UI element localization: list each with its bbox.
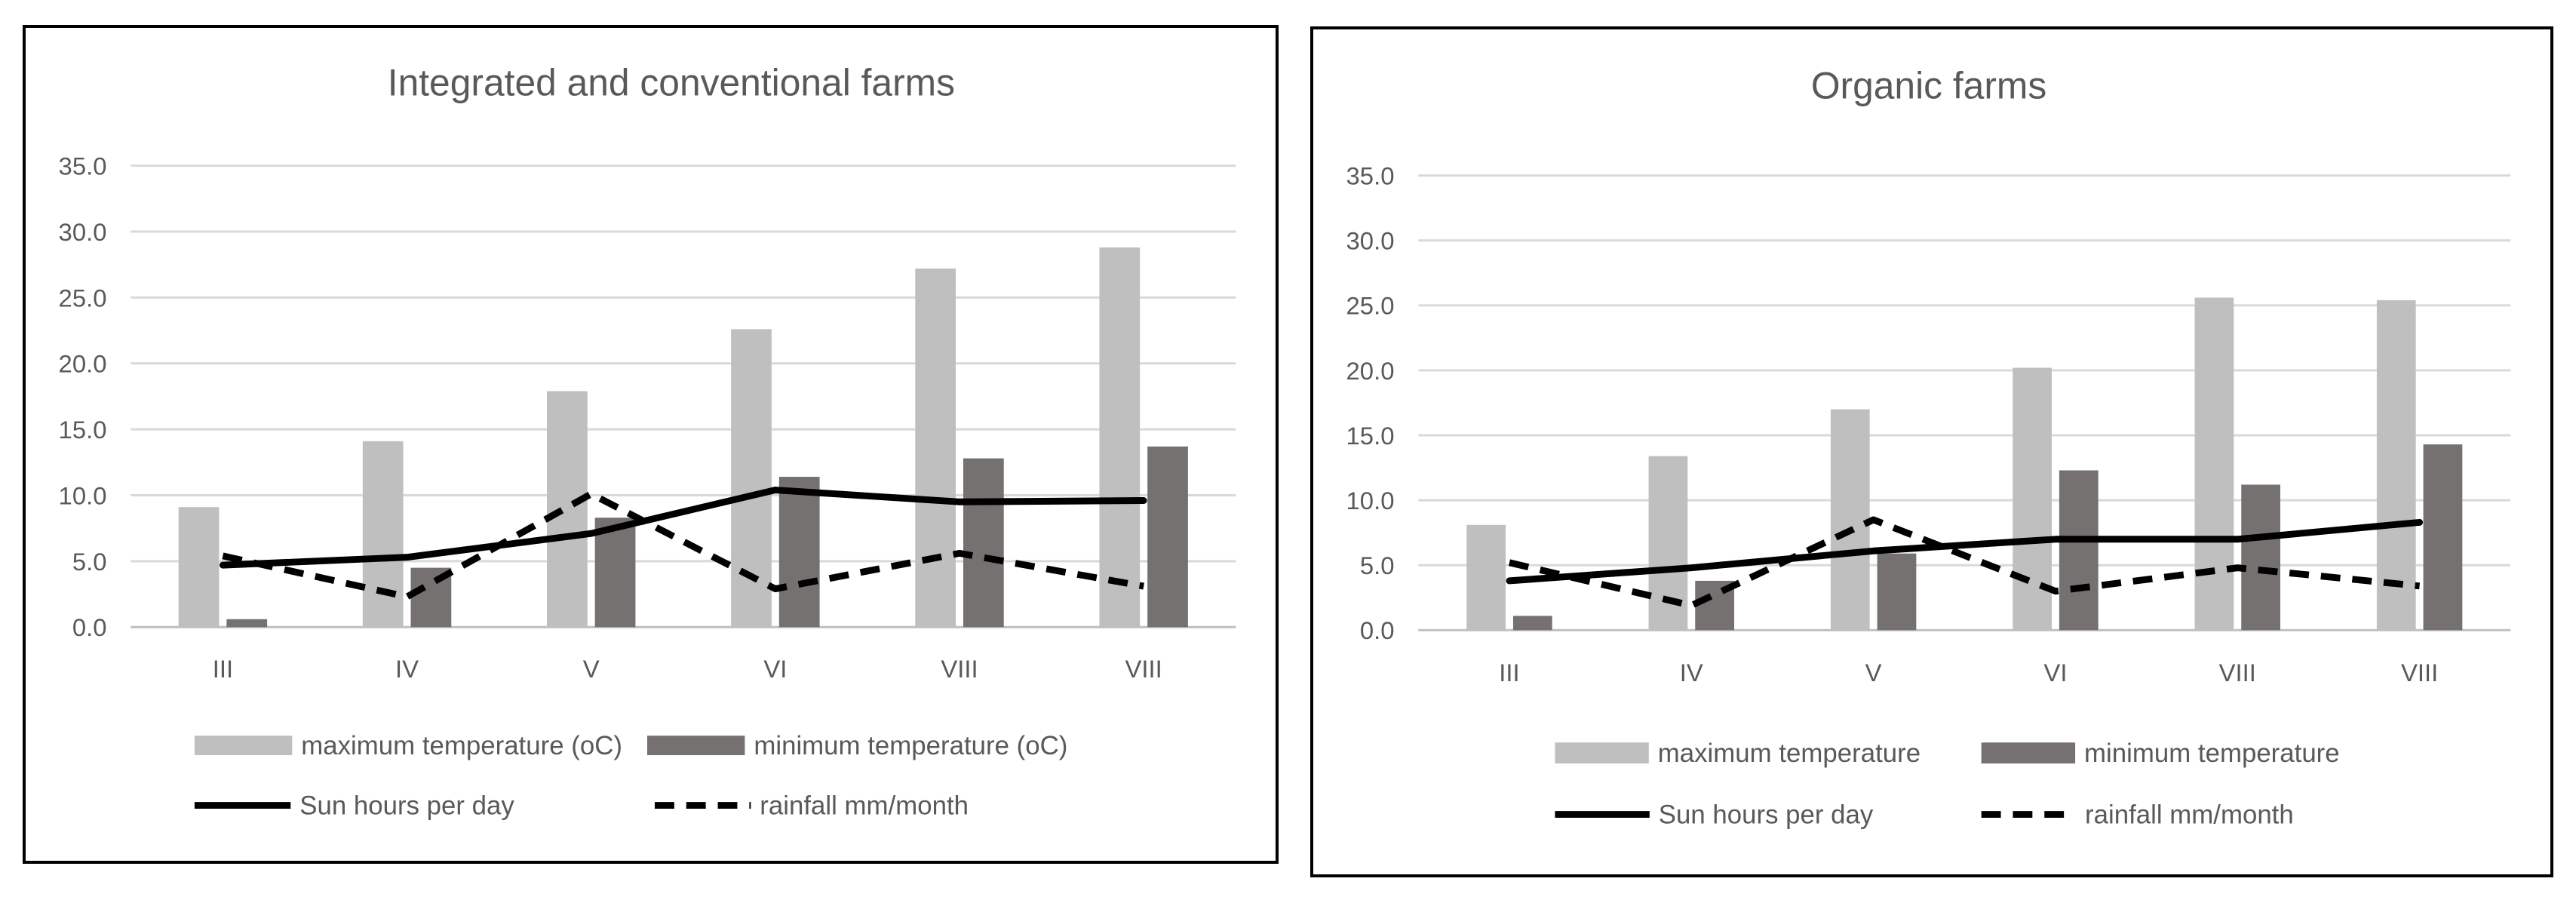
y-tick-label: 0.0 xyxy=(72,613,107,641)
bar-min-temperature xyxy=(778,477,820,628)
x-tick-label: VIII xyxy=(2219,659,2256,687)
x-tick-label: III xyxy=(1499,659,1519,687)
bar-min-temperature xyxy=(1512,616,1552,631)
legend-label-min-temperature: minimum temperature (oC) xyxy=(754,732,1067,760)
x-tick-label: V xyxy=(1865,659,1882,687)
y-tick-label: 35.0 xyxy=(59,152,107,180)
x-tick-label: VIII xyxy=(941,655,978,683)
line-sun-hours xyxy=(1506,518,2424,585)
bar-min-temperature xyxy=(2059,470,2099,631)
line-rainfall xyxy=(1508,516,2421,610)
legend-label-rainfall: rainfall mm/month xyxy=(2085,801,2294,830)
x-tick-label: IV xyxy=(1680,659,1703,687)
chart-title: Organic farms xyxy=(1811,64,2046,106)
chart-panel-integrated-conventional: Integrated and conventional farms 0.0 5.0 1… xyxy=(23,25,1279,864)
y-tick-label: 20.0 xyxy=(59,350,107,378)
bar-min-temperature xyxy=(1877,553,1917,631)
y-tick-label: 35.0 xyxy=(1346,162,1395,190)
y-tick-label: 15.0 xyxy=(1346,422,1395,450)
chart-title: Integrated and conventional farms xyxy=(388,61,955,103)
legend-swatch-min-temperature xyxy=(647,736,745,756)
y-tick-label: 15.0 xyxy=(59,416,107,444)
bar-min-temperature xyxy=(963,458,1004,628)
y-tick-label: 30.0 xyxy=(59,218,107,246)
bar-max-temperature xyxy=(1099,247,1141,628)
legend-label-max-temperature: maximum temperature xyxy=(1658,739,1920,768)
line-rainfall xyxy=(222,490,1144,601)
bar-min-temperature xyxy=(1147,446,1188,628)
y-tick-label: 0.0 xyxy=(1360,616,1395,644)
bar-max-temperature xyxy=(178,507,220,628)
chart-panel-organic: Organic farms 0.0 5.0 10.0 15.0 20.0 25.0 30.0 3… xyxy=(1310,26,2553,877)
bar-max-temperature xyxy=(1648,456,1688,631)
bar-max-temperature xyxy=(546,391,588,628)
legend-label-sun-hours: Sun hours per day xyxy=(299,791,514,820)
x-tick-label: IV xyxy=(395,655,419,683)
legend-swatch-max-temperature xyxy=(194,736,293,756)
x-tick-label: VIII xyxy=(1125,655,1162,683)
bar-max-temperature xyxy=(731,329,772,628)
x-tick-label: VIII xyxy=(2401,659,2438,687)
y-tick-label: 5.0 xyxy=(1360,551,1395,579)
y-tick-label: 25.0 xyxy=(59,284,107,312)
x-tick-label: VI xyxy=(763,655,787,683)
bar-min-temperature xyxy=(2241,484,2280,631)
legend-label-max-temperature: maximum temperature (oC) xyxy=(301,732,622,760)
bar-max-temperature xyxy=(2376,299,2416,631)
legend-label-rainfall: rainfall mm/month xyxy=(760,791,969,820)
bar-max-temperature xyxy=(1466,524,1506,631)
legend-swatch-min-temperature xyxy=(1981,742,2076,764)
y-tick-label: 20.0 xyxy=(1346,357,1395,385)
bar-min-temperature xyxy=(594,518,636,628)
bar-max-temperature xyxy=(915,268,956,628)
x-tick-label: VI xyxy=(2043,659,2067,687)
y-tick-label: 25.0 xyxy=(1346,292,1395,320)
legend-swatch-max-temperature xyxy=(1555,742,1649,764)
y-tick-label: 30.0 xyxy=(1346,227,1395,255)
y-tick-label: 10.0 xyxy=(1346,487,1395,515)
x-tick-label: III xyxy=(213,655,233,683)
chart-integrated-conventional: Integrated and conventional farms 0.0 5.0 1… xyxy=(59,61,1236,820)
x-tick-label: V xyxy=(583,655,600,683)
chart-organic: Organic farms 0.0 5.0 10.0 15.0 20.0 25.0 30.0 3… xyxy=(1346,64,2511,830)
bar-max-temperature xyxy=(1830,409,1870,631)
y-tick-label: 10.0 xyxy=(59,481,107,509)
legend-label-sun-hours: Sun hours per day xyxy=(1659,801,1874,830)
bar-max-temperature xyxy=(362,441,404,628)
bar-min-temperature xyxy=(2423,444,2463,631)
y-tick-label: 5.0 xyxy=(72,548,107,576)
line-sun-hours xyxy=(219,487,1147,569)
legend-label-min-temperature: minimum temperature xyxy=(2084,739,2340,768)
bar-min-temperature xyxy=(226,619,268,628)
bar-max-temperature xyxy=(2194,297,2234,631)
